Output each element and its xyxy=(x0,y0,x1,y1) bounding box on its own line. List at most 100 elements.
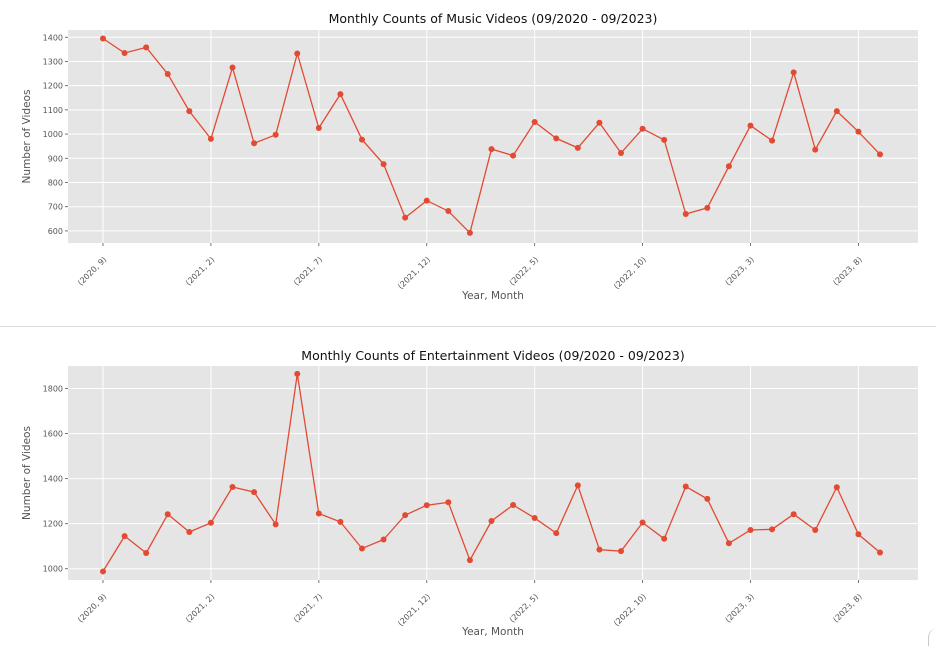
entertainment-data-point xyxy=(337,518,344,525)
music-x-tick-label: (2023, 3) xyxy=(724,255,756,287)
entertainment-plot-area xyxy=(68,366,918,580)
music-data-point xyxy=(661,136,668,143)
entertainment-data-point xyxy=(423,502,430,509)
music-x-tick-label: (2021, 7) xyxy=(292,255,324,287)
music-y-tick-label: 1000 xyxy=(43,130,63,139)
music-data-point xyxy=(251,140,258,147)
music-data-point xyxy=(229,64,236,71)
music-data-point xyxy=(186,108,193,115)
entertainment-data-point xyxy=(596,546,603,553)
music-data-point xyxy=(488,146,495,153)
entertainment-data-point xyxy=(531,515,538,522)
entertainment-data-point xyxy=(207,519,214,526)
music-data-point xyxy=(294,50,301,57)
entertainment-data-point xyxy=(812,526,819,533)
music-data-point xyxy=(510,152,517,159)
music-data-point xyxy=(207,135,214,142)
entertainment-data-point xyxy=(315,510,322,517)
entertainment-data-point xyxy=(380,536,387,543)
entertainment-y-tick-label: 1000 xyxy=(43,565,63,574)
panel-divider xyxy=(0,326,936,327)
music-data-point xyxy=(100,35,106,42)
music-data-point xyxy=(574,144,581,151)
entertainment-x-tick-label: (2021, 7) xyxy=(292,592,324,624)
entertainment-chart-title: Monthly Counts of Entertainment Videos (… xyxy=(301,348,684,363)
entertainment-data-point xyxy=(402,512,409,519)
entertainment-x-tick-label: (2022, 5) xyxy=(508,592,540,624)
entertainment-data-point xyxy=(229,483,236,490)
music-y-tick-label: 700 xyxy=(48,203,63,212)
music-x-tick-label: (2022, 10) xyxy=(612,255,648,291)
music-y-axis-label: Number of Videos xyxy=(21,90,33,184)
entertainment-data-point xyxy=(553,530,560,537)
entertainment-data-point xyxy=(164,511,171,518)
music-data-point xyxy=(423,197,430,204)
window-corner xyxy=(928,628,936,646)
entertainment-y-tick-label: 1800 xyxy=(43,385,63,394)
entertainment-data-point xyxy=(510,501,517,508)
music-data-point xyxy=(704,204,711,211)
music-data-point xyxy=(812,146,819,153)
music-data-point xyxy=(121,49,128,56)
music-data-point xyxy=(553,135,560,142)
music-x-tick-label: (2020, 9) xyxy=(76,255,108,287)
music-data-point xyxy=(855,128,862,135)
music-videos-chart-svg: 600 700 800 900 1000 1100 1200 1300 1400 (2020, 9… xyxy=(21,11,918,302)
entertainment-data-point xyxy=(251,489,258,496)
entertainment-data-point xyxy=(272,521,279,528)
entertainment-data-point xyxy=(704,495,711,502)
music-data-point xyxy=(877,151,883,158)
entertainment-y-tick-label: 1200 xyxy=(43,520,63,529)
music-x-tick-label: (2023, 8) xyxy=(831,255,863,287)
music-data-point xyxy=(315,125,322,132)
music-data-point xyxy=(143,44,150,51)
music-data-point xyxy=(682,210,689,217)
music-data-point xyxy=(445,208,452,215)
entertainment-data-point xyxy=(294,370,301,377)
entertainment-x-tick-label: (2022, 10) xyxy=(612,592,648,628)
entertainment-data-point xyxy=(790,511,797,518)
entertainment-x-tick-label: (2023, 3) xyxy=(724,592,756,624)
entertainment-data-point xyxy=(445,499,452,506)
music-y-tick-label: 1400 xyxy=(43,33,63,42)
entertainment-data-point xyxy=(574,482,581,489)
entertainment-data-point xyxy=(855,531,862,538)
music-data-point xyxy=(725,163,732,170)
entertainment-data-point xyxy=(186,529,193,536)
entertainment-data-point xyxy=(466,557,473,564)
entertainment-x-axis-label: Year, Month xyxy=(461,626,524,638)
entertainment-y-tick-label: 1600 xyxy=(43,430,63,439)
music-data-point xyxy=(272,131,279,138)
music-x-tick-label: (2021, 2) xyxy=(184,255,216,287)
music-y-tick-label: 600 xyxy=(48,227,63,236)
entertainment-data-point xyxy=(618,548,624,555)
music-y-tick-label: 900 xyxy=(48,154,63,163)
entertainment-x-tick-label: (2021, 2) xyxy=(184,592,216,624)
music-data-point xyxy=(618,149,624,156)
music-videos-chart: 600 700 800 900 1000 1100 1200 1300 1400 (2020, 9… xyxy=(21,11,918,302)
entertainment-data-point xyxy=(747,526,754,533)
music-data-point xyxy=(164,71,171,78)
music-x-tick-label: (2021, 12) xyxy=(396,255,432,291)
music-data-point xyxy=(833,108,840,115)
entertainment-data-point xyxy=(121,533,128,540)
music-y-tick-label: 1200 xyxy=(43,82,63,91)
entertainment-data-point xyxy=(359,545,365,552)
music-x-axis-label: Year, Month xyxy=(461,290,524,302)
music-data-point xyxy=(402,214,409,221)
music-data-point xyxy=(359,136,365,143)
music-data-point xyxy=(639,125,646,132)
music-data-point xyxy=(337,91,344,98)
entertainment-data-point xyxy=(877,549,883,556)
music-data-point xyxy=(747,122,754,129)
entertainment-x-tick-label: (2023, 8) xyxy=(831,592,863,624)
entertainment-data-point xyxy=(100,568,106,575)
music-y-tick-label: 1300 xyxy=(43,57,63,66)
entertainment-y-axis-label: Number of Videos xyxy=(21,426,33,520)
entertainment-data-point xyxy=(769,526,776,533)
entertainment-data-point xyxy=(143,549,150,556)
music-data-point xyxy=(790,69,797,76)
entertainment-data-point xyxy=(661,535,668,542)
entertainment-data-point xyxy=(682,483,689,490)
entertainment-videos-chart: 1000 1200 1400 1600 1800 (2020, 9) (2021, 2) (2… xyxy=(0,328,936,644)
